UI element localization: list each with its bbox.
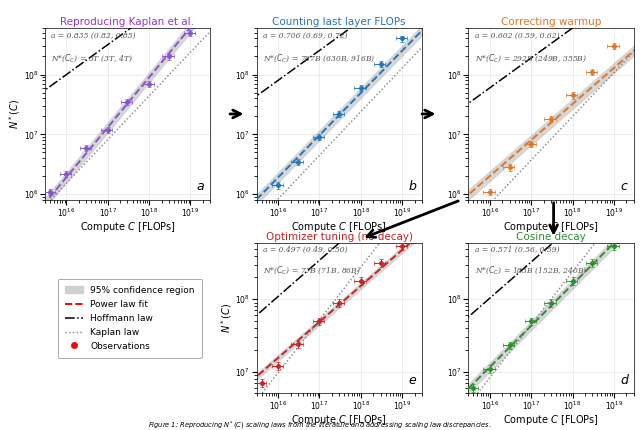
X-axis label: Compute $C$ [FLOPs]: Compute $C$ [FLOPs] bbox=[291, 414, 387, 427]
Title: Correcting warmup: Correcting warmup bbox=[500, 17, 601, 27]
Text: a = 0.706 (0.69, 0.72): a = 0.706 (0.69, 0.72) bbox=[263, 31, 348, 40]
Text: d: d bbox=[620, 375, 628, 387]
Text: a: a bbox=[197, 180, 205, 193]
Text: a = 0.835 (0.82, 0.85): a = 0.835 (0.82, 0.85) bbox=[51, 31, 136, 40]
Text: a = 0.571 (0.56, 0.59): a = 0.571 (0.56, 0.59) bbox=[475, 246, 559, 254]
Text: N*($C_C$) = 787B (630B, 916B): N*($C_C$) = 787B (630B, 916B) bbox=[263, 52, 376, 64]
X-axis label: Compute $C$ [FLOPs]: Compute $C$ [FLOPs] bbox=[503, 414, 599, 427]
Title: Reproducing Kaplan et al.: Reproducing Kaplan et al. bbox=[61, 17, 195, 27]
Text: N*($C_C$) = 77B (71B, 86B): N*($C_C$) = 77B (71B, 86B) bbox=[263, 264, 361, 276]
X-axis label: Compute $C$ [FLOPs]: Compute $C$ [FLOPs] bbox=[79, 220, 175, 234]
Text: Figure 1: Reproducing $N^*(C)$ scaling laws from the literature and addressing s: Figure 1: Reproducing $N^*(C)$ scaling l… bbox=[148, 420, 492, 430]
Text: b: b bbox=[409, 180, 417, 193]
X-axis label: Compute $C$ [FLOPs]: Compute $C$ [FLOPs] bbox=[291, 220, 387, 234]
Title: Cosine decay: Cosine decay bbox=[516, 232, 586, 242]
X-axis label: Compute $C$ [FLOPs]: Compute $C$ [FLOPs] bbox=[503, 220, 599, 234]
Y-axis label: $N^*(C)$: $N^*(C)$ bbox=[220, 303, 234, 333]
Y-axis label: $N^*(C)$: $N^*(C)$ bbox=[8, 99, 22, 129]
Text: N*($C_C$) = 292B (249B, 355B): N*($C_C$) = 292B (249B, 355B) bbox=[475, 52, 587, 64]
Title: Counting last layer FLOPs: Counting last layer FLOPs bbox=[273, 17, 406, 27]
Title: Optimizer tuning (no decay): Optimizer tuning (no decay) bbox=[266, 232, 413, 242]
Text: e: e bbox=[409, 375, 417, 387]
Legend: 95% confidence region, Power law fit, Hoffmann law, Kaplan law, Observations: 95% confidence region, Power law fit, Ho… bbox=[58, 279, 202, 358]
Text: c: c bbox=[620, 180, 627, 193]
Text: a = 0.602 (0.59, 0.62): a = 0.602 (0.59, 0.62) bbox=[475, 31, 559, 40]
Text: a = 0.497 (0.49, 0.50): a = 0.497 (0.49, 0.50) bbox=[263, 246, 348, 254]
Text: N*($C_C$) = 3T (3T, 4T): N*($C_C$) = 3T (3T, 4T) bbox=[51, 52, 133, 64]
Text: N*($C_C$) = 183B (152B, 240B): N*($C_C$) = 183B (152B, 240B) bbox=[475, 264, 588, 276]
